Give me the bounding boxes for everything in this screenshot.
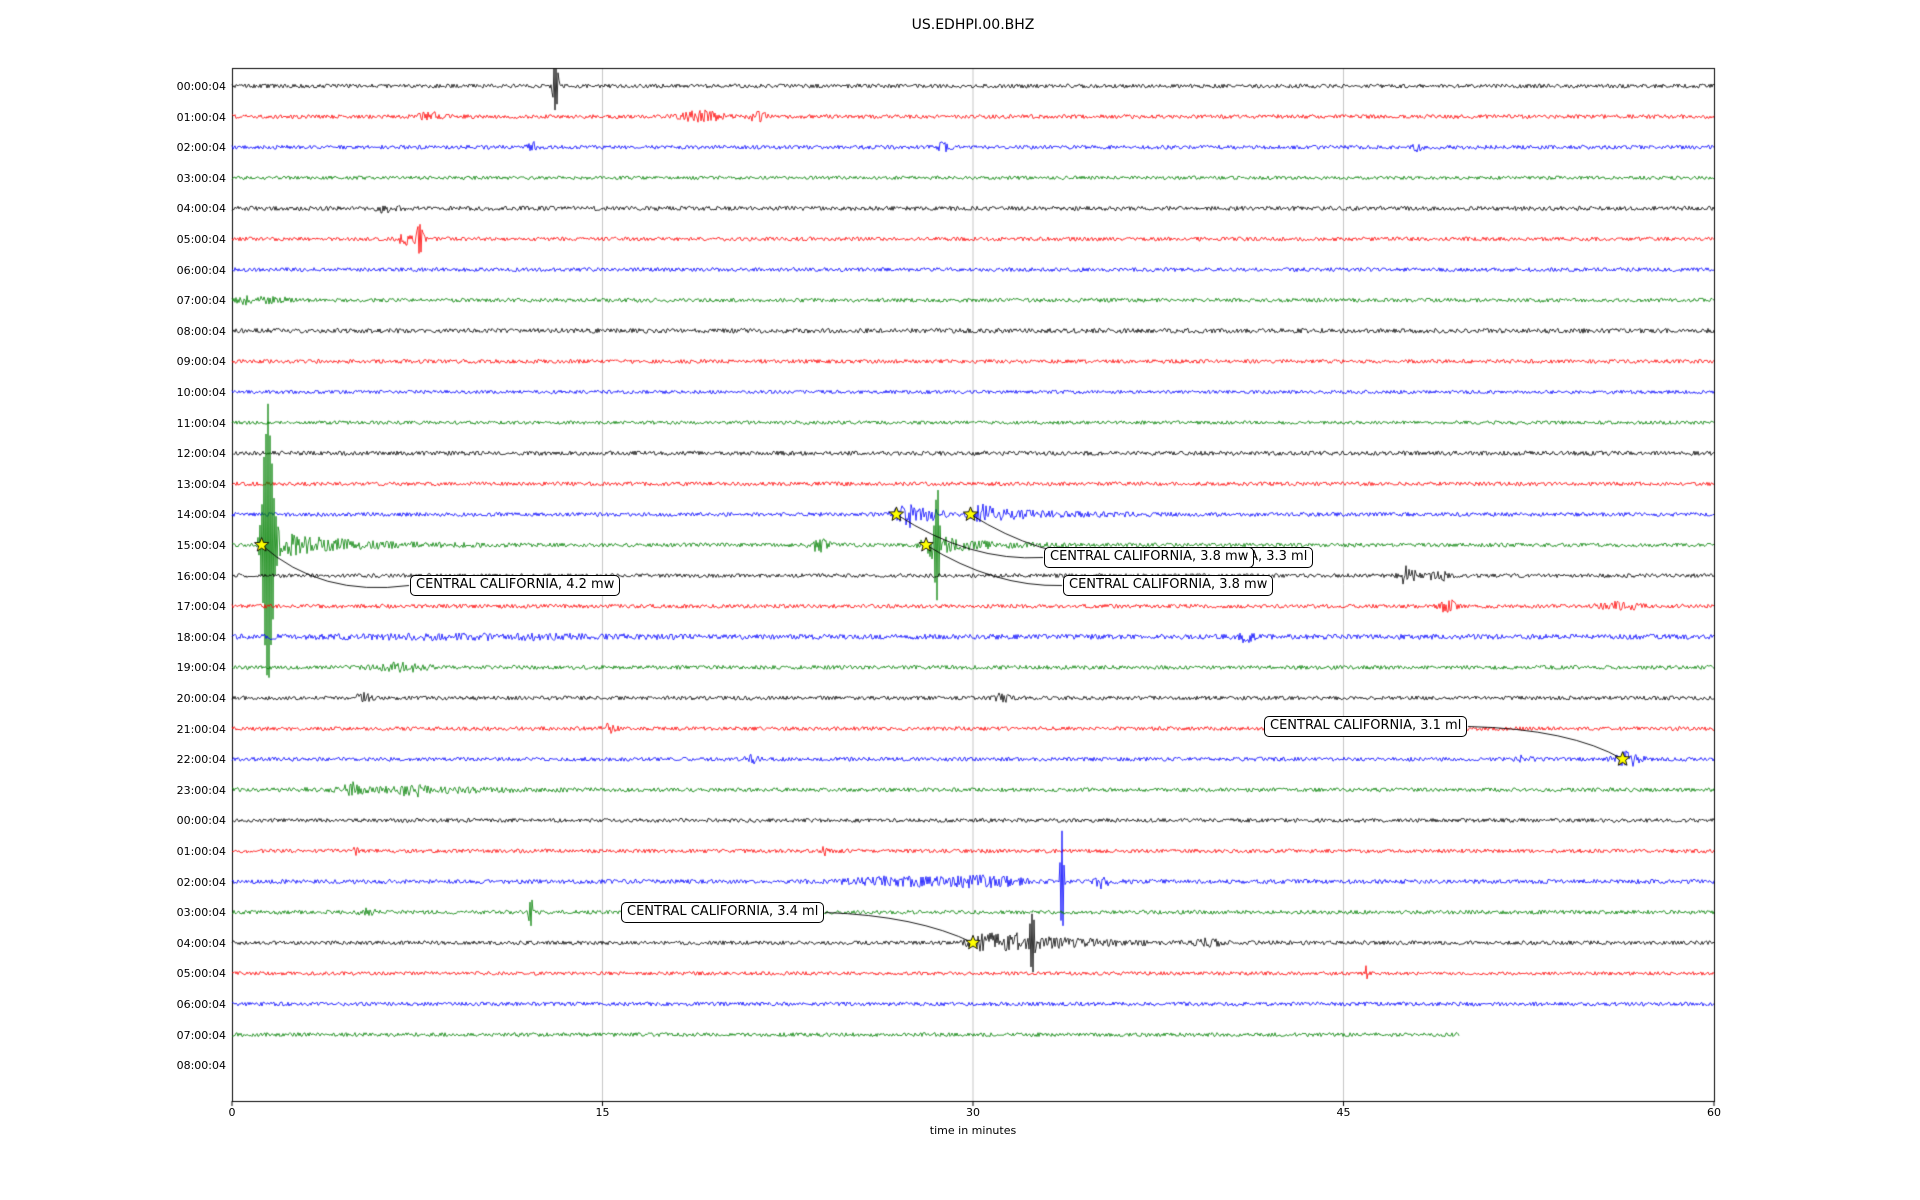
x-axis-tick-label: 0 [228, 1106, 236, 1119]
y-axis-label: 18:00:04 [176, 630, 226, 644]
y-axis-label: 21:00:04 [176, 722, 226, 736]
x-axis-tick-label: 30 [966, 1106, 980, 1119]
y-axis-label: 07:00:04 [176, 1028, 226, 1042]
y-axis-label: 01:00:04 [176, 110, 226, 124]
y-axis-label: 17:00:04 [176, 600, 226, 614]
y-axis-label: 11:00:04 [176, 416, 226, 430]
y-axis-label: 06:00:04 [176, 998, 226, 1011]
event-label: CENTRAL CALIFORNIA, 3.8 mw [1044, 547, 1255, 569]
y-axis-label: 08:00:04 [176, 1059, 226, 1073]
event-label: CENTRAL CALIFORNIA, 3.8 mw [1063, 575, 1274, 597]
y-axis-label: 00:00:04 [176, 80, 226, 93]
event-label: CENTRAL CALIFORNIA, 4.2 mw [410, 575, 621, 597]
y-axis-label: 02:00:04 [176, 875, 226, 889]
y-axis-label: 05:00:04 [176, 233, 226, 246]
x-axis-title: time in minutes [929, 1124, 1017, 1137]
x-axis-tick-label: 60 [1707, 1106, 1721, 1119]
y-axis-label: 05:00:04 [176, 967, 226, 981]
y-axis-label: 00:00:04 [176, 814, 226, 828]
y-axis-label: 12:00:04 [176, 447, 226, 461]
y-axis-label: 22:00:04 [176, 753, 226, 767]
y-axis-label: 07:00:04 [176, 294, 226, 308]
y-axis-label: 06:00:04 [176, 263, 226, 277]
y-axis-label: 13:00:04 [176, 477, 226, 491]
y-axis-label: 03:00:04 [176, 906, 226, 920]
y-axis-label: 04:00:04 [176, 202, 226, 216]
y-axis-label: 19:00:04 [176, 661, 226, 675]
y-axis-label: 20:00:04 [176, 692, 226, 705]
y-axis-label: 10:00:04 [176, 386, 226, 399]
y-axis-label: 03:00:04 [176, 171, 226, 185]
x-axis-tick-label: 45 [1336, 1106, 1351, 1119]
event-label: CENTRAL CALIFORNIA, 3.1 ml [1264, 716, 1468, 738]
y-axis-label: 16:00:04 [176, 569, 226, 583]
event-label: CENTRAL CALIFORNIA, 3.4 ml [621, 902, 825, 924]
y-axis-label: 09:00:04 [176, 355, 226, 369]
y-axis-label: 04:00:04 [176, 936, 226, 950]
y-axis-label: 23:00:04 [176, 783, 226, 797]
y-axis-label: 15:00:04 [176, 539, 226, 552]
y-axis-label: 02:00:04 [176, 141, 226, 155]
y-axis-label: 14:00:04 [176, 508, 226, 522]
x-axis-tick-label: 15 [595, 1106, 610, 1119]
y-axis-label: 08:00:04 [176, 324, 226, 338]
y-axis-label: 01:00:04 [176, 845, 226, 858]
